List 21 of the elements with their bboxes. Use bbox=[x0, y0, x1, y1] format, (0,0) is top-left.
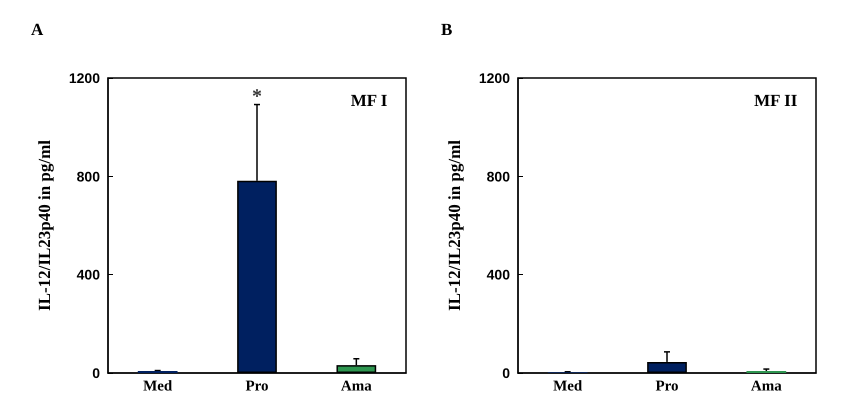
y-tick-label: 1200 bbox=[68, 70, 100, 86]
annotation: MF I bbox=[350, 91, 388, 110]
x-tick-label: Med bbox=[553, 378, 583, 394]
y-tick-label: 1200 bbox=[478, 70, 510, 86]
chart-title: A bbox=[31, 20, 44, 39]
y-tick-label: 0 bbox=[92, 365, 100, 381]
x-tick-label: Pro bbox=[245, 378, 269, 394]
x-tick-label: Ama bbox=[340, 378, 372, 394]
annotation: MF II bbox=[754, 91, 798, 110]
y-axis-title: IL-12/IL23p40 in pg/ml bbox=[35, 140, 54, 311]
y-tick-label: 800 bbox=[486, 168, 510, 184]
x-tick-label: Ama bbox=[750, 378, 782, 394]
chart-title: B bbox=[441, 20, 452, 39]
y-tick-label: 0 bbox=[502, 365, 510, 381]
y-tick-label: 800 bbox=[76, 168, 100, 184]
y-axis-title: IL-12/IL23p40 in pg/ml bbox=[445, 140, 464, 311]
x-tick-label: Pro bbox=[655, 378, 679, 394]
annotation: * bbox=[252, 86, 262, 108]
x-tick-label: Med bbox=[143, 378, 173, 394]
y-tick-label: 400 bbox=[486, 266, 510, 283]
y-tick-label: 400 bbox=[76, 266, 100, 283]
